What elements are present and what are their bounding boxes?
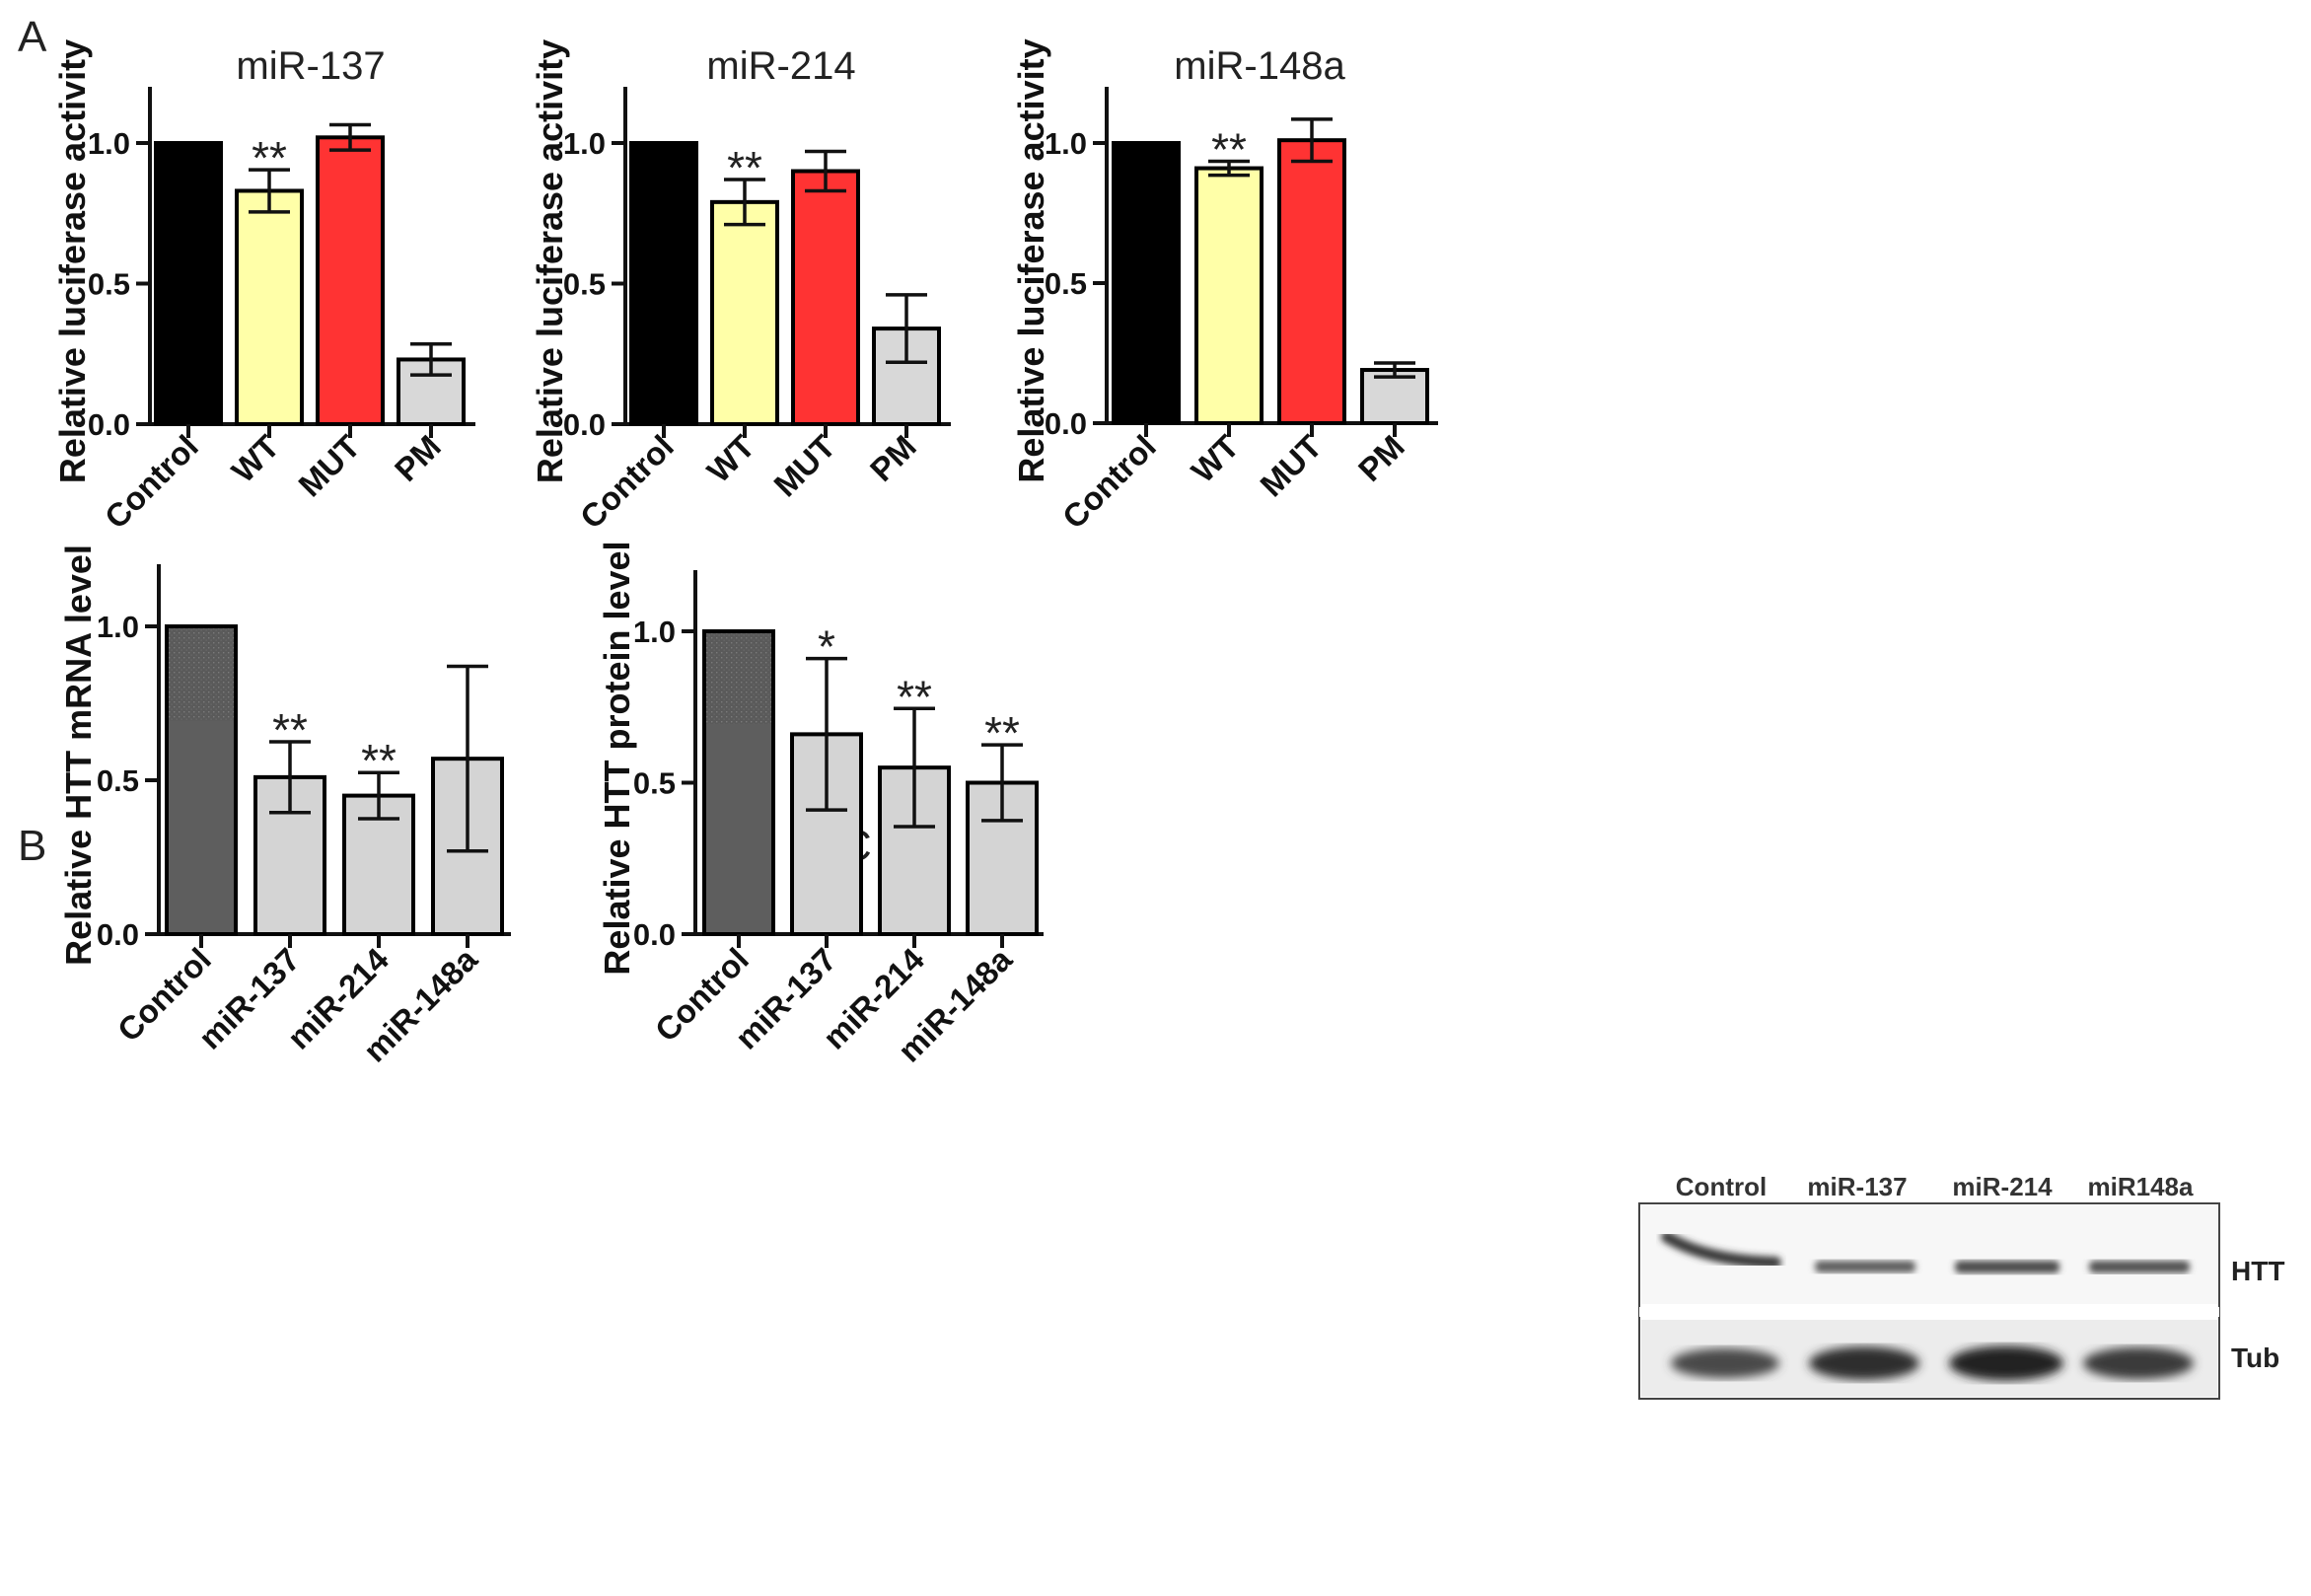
panel-letter-b: B <box>18 822 46 870</box>
chart-c-bar-texture-control <box>706 633 771 725</box>
chart-a1-category-label-control: Control <box>98 428 205 536</box>
chart-a2-y-tick-label-2: 1.0 <box>563 126 606 161</box>
chart-b-y-tick-label-0: 0.0 <box>97 917 139 952</box>
chart-c-significance-mir-148a: ** <box>984 707 1020 759</box>
chart-a2-category-label-mut: MUT <box>766 428 842 504</box>
chart-a2-category-label-control: Control <box>573 428 681 536</box>
chart-a2-y-tick-label-0: 0.0 <box>563 407 606 442</box>
chart-a2-y-tick-label-1: 0.5 <box>563 267 606 302</box>
chart-c-y-axis-label: Relative HTT protein level <box>597 541 637 975</box>
chart-a3-category-label-mut: MUT <box>1253 428 1329 504</box>
chart-b-htt-mrna: Relative HTT mRNA level0.00.51.0Control*… <box>58 544 511 1069</box>
chart-a1-y-tick-label-1: 0.5 <box>88 267 130 302</box>
chart-b-bar-texture-control <box>169 628 234 721</box>
blot-tub-band-mir148a <box>2083 1346 2194 1380</box>
chart-a1-category-label-mut: MUT <box>291 428 367 504</box>
chart-a3-bar-mut <box>1277 138 1346 425</box>
chart-a3-y-axis-label: Relative luciferase activity <box>1011 38 1051 482</box>
chart-a1-y-axis-label: Relative luciferase activity <box>52 39 93 483</box>
blot-tub-band-mir-214 <box>1949 1345 2063 1381</box>
chart-a3-title: miR-148a <box>1174 44 1345 88</box>
blot-htt-band-mir-137 <box>1815 1261 1915 1273</box>
chart-a3-y-tick-label-0: 0.0 <box>1045 406 1087 441</box>
chart-b-y-axis-label: Relative HTT mRNA level <box>58 544 99 966</box>
chart-c-y-tick-label-1: 0.5 <box>633 766 676 801</box>
chart-a2-category-label-pm: PM <box>863 428 923 488</box>
blot-lane-label-mir-137: miR-137 <box>1807 1172 1907 1201</box>
chart-a2-significance-wt: ** <box>727 142 762 193</box>
blot-bands <box>1661 1231 2194 1381</box>
chart-a2-bar-wt <box>710 199 779 426</box>
blot-htt-band-control <box>1661 1231 1781 1269</box>
chart-c-y-tick-label-2: 1.0 <box>633 615 676 649</box>
chart-a1-bar-mut <box>316 135 385 427</box>
chart-b-y-tick-label-2: 1.0 <box>97 610 139 644</box>
chart-a3-category-label-control: Control <box>1055 428 1163 536</box>
western-blot: Control miR-137 miR-214 miR148a HTT Tub <box>1638 1172 2284 1400</box>
chart-a1-significance-wt: ** <box>252 132 287 183</box>
chart-a2-category-label-wt: WT <box>700 428 761 489</box>
chart-a2-bar-control <box>629 141 698 426</box>
chart-a3-y-tick-label-2: 1.0 <box>1045 126 1087 161</box>
blot-htt-band-mir-214 <box>1955 1261 2059 1273</box>
chart-a1-title: miR-137 <box>236 44 385 88</box>
chart-a1-bar-control <box>154 141 223 426</box>
chart-b-y-tick-label-1: 0.5 <box>97 763 139 798</box>
blot-band-label-htt: HTT <box>2231 1256 2284 1286</box>
chart-a1-y-tick-label-2: 1.0 <box>88 126 130 161</box>
chart-c-htt-protein: Relative HTT protein level0.00.51.0Contr… <box>597 541 1044 1069</box>
chart-c-significance-mir-137: * <box>818 621 835 673</box>
chart-a2-bar-mut <box>791 169 860 426</box>
chart-a1-y-tick-label-0: 0.0 <box>88 407 130 442</box>
blot-lane-label-mir148a: miR148a <box>2088 1172 2194 1201</box>
chart-a3-y-tick-label-1: 0.5 <box>1045 266 1087 301</box>
blot-htt-band-mir148a <box>2089 1261 2190 1273</box>
chart-a1-category-label-pm: PM <box>388 428 448 488</box>
chart-a3-category-label-pm: PM <box>1351 428 1411 488</box>
chart-a1-bar-wt <box>235 188 304 426</box>
blot-lane-label-control: Control <box>1676 1172 1767 1201</box>
chart-c-significance-mir-214: ** <box>897 671 932 722</box>
chart-b-significance-mir-214: ** <box>361 735 397 786</box>
chart-a3-bar-pm <box>1360 368 1429 426</box>
chart-a2-title: miR-214 <box>706 44 855 88</box>
chart-a1-category-label-wt: WT <box>225 428 286 489</box>
panel-letter-a: A <box>18 13 47 61</box>
blot-tub-band-mir-137 <box>1809 1346 1919 1380</box>
chart-a3-bar-control <box>1112 141 1181 425</box>
blot-lane-label-mir-214: miR-214 <box>1952 1172 2053 1201</box>
chart-a2-y-axis-label: Relative luciferase activity <box>530 39 570 483</box>
blot-tub-band-control <box>1671 1347 1779 1379</box>
chart-a3-significance-wt: ** <box>1211 123 1247 175</box>
chart-c-y-tick-label-0: 0.0 <box>633 917 676 952</box>
chart-b-significance-mir-137: ** <box>272 704 308 756</box>
chart-a3-bar-wt <box>1194 166 1264 425</box>
chart-a3-category-label-wt: WT <box>1185 428 1246 489</box>
blot-band-label-tub: Tub <box>2231 1342 2279 1373</box>
